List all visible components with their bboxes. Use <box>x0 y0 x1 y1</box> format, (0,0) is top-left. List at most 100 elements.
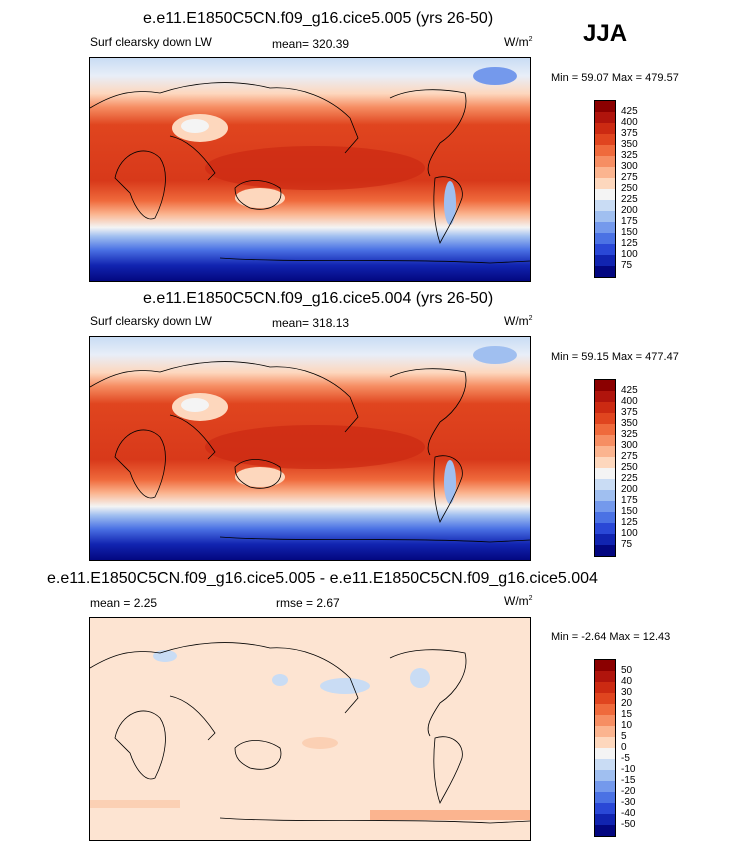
colorbar-tick: 225 <box>621 194 638 205</box>
colorbar-tick: 150 <box>621 506 638 517</box>
colorbar-swatch <box>595 391 615 402</box>
colorbar-tick: 300 <box>621 440 638 451</box>
colorbar-tick: 5 <box>621 731 627 742</box>
colorbar-swatch <box>595 693 615 704</box>
colorbar-tick: -50 <box>621 819 636 830</box>
colorbar-tick: 40 <box>621 676 633 687</box>
colorbar-swatch <box>595 682 615 693</box>
colorbar-swatch <box>595 424 615 435</box>
colorbar-swatch <box>595 446 615 457</box>
colorbar-tick: 30 <box>621 687 633 698</box>
colorbar-tick: 350 <box>621 418 638 429</box>
colorbar-swatch <box>595 715 615 726</box>
colorbar-tick: 200 <box>621 205 638 216</box>
colorbar-tick: 75 <box>621 539 633 550</box>
colorbar-swatch <box>595 825 615 836</box>
panel-2-map <box>89 336 531 561</box>
colorbar-swatch <box>595 660 615 671</box>
colorbar-swatch <box>595 101 615 112</box>
colorbar-tick: 425 <box>621 385 638 396</box>
colorbar-tick: 325 <box>621 150 638 161</box>
colorbar-swatch <box>595 222 615 233</box>
panel-2-title: e.e11.E1850C5CN.f09_g16.cice5.004 (yrs 2… <box>143 290 494 307</box>
panel-2-mean: mean= 318.13 <box>272 316 350 330</box>
panel-3-map <box>89 617 531 841</box>
colorbar-swatch <box>595 123 615 134</box>
colorbar-swatch <box>595 814 615 825</box>
colorbar-swatch <box>595 534 615 545</box>
colorbar-swatch <box>595 266 615 277</box>
colorbar-tick: 375 <box>621 128 638 139</box>
colorbar-tick: 125 <box>621 238 638 249</box>
panel-3-units: W/m2 <box>504 594 533 608</box>
colorbar-swatch <box>595 200 615 211</box>
panel-2-coastlines <box>90 361 530 543</box>
colorbar-tick: 400 <box>621 396 638 407</box>
colorbar-swatch <box>595 770 615 781</box>
colorbar-swatch <box>595 255 615 266</box>
colorbar-swatch <box>595 501 615 512</box>
panel-2-minmax: Min = 59.15 Max = 477.47 <box>551 351 679 363</box>
colorbar-swatch <box>595 545 615 556</box>
panel-1-minmax: Min = 59.07 Max = 479.57 <box>551 72 679 84</box>
colorbar-swatch <box>595 512 615 523</box>
colorbar-tick: 275 <box>621 451 638 462</box>
colorbar-tick: -40 <box>621 808 636 819</box>
season-label: JJA <box>583 20 628 47</box>
panel-3-coastlines <box>90 642 530 824</box>
colorbar-tick: 125 <box>621 517 638 528</box>
colorbar-tick: 400 <box>621 117 638 128</box>
colorbar-tick: 350 <box>621 139 638 150</box>
colorbar-tick: -20 <box>621 786 636 797</box>
colorbar-swatch <box>595 726 615 737</box>
panel-1-mean: mean= 320.39 <box>272 37 350 51</box>
colorbar-swatch <box>595 134 615 145</box>
colorbar-swatch <box>595 145 615 156</box>
panel-1-title: e.e11.E1850C5CN.f09_g16.cice5.005 (yrs 2… <box>143 10 494 27</box>
colorbar-tick: 250 <box>621 462 638 473</box>
colorbar-tick: 10 <box>621 720 633 731</box>
colorbar-swatch <box>595 759 615 770</box>
colorbar-swatch <box>595 413 615 424</box>
colorbar-swatch <box>595 244 615 255</box>
colorbar-tick: -30 <box>621 797 636 808</box>
colorbar-swatch <box>595 781 615 792</box>
colorbar-swatch <box>595 803 615 814</box>
colorbar-swatch <box>595 380 615 391</box>
colorbar-tick: 275 <box>621 172 638 183</box>
colorbar-swatch <box>595 402 615 413</box>
colorbar-swatch <box>595 704 615 715</box>
colorbar-swatch <box>595 167 615 178</box>
colorbar-swatch <box>595 479 615 490</box>
colorbar-tick: 375 <box>621 407 638 418</box>
colorbar-tick: 175 <box>621 495 638 506</box>
colorbar-swatch <box>595 112 615 123</box>
panel-2-colorbar: 425 400 375 350 325 300 275 250 225 200 … <box>594 379 638 557</box>
colorbar-tick: -10 <box>621 764 636 775</box>
colorbar-swatch <box>595 457 615 468</box>
colorbar-tick: 300 <box>621 161 638 172</box>
colorbar-tick: -15 <box>621 775 636 786</box>
colorbar-tick: 150 <box>621 227 638 238</box>
colorbar-swatch <box>595 211 615 222</box>
colorbar-tick: 75 <box>621 260 633 271</box>
colorbar-swatch <box>595 468 615 479</box>
panel-1-colorbar: 425 400 375 350 325 300 275 250 225 200 … <box>594 100 638 278</box>
colorbar-tick: 15 <box>621 709 633 720</box>
panel-1-units: W/m2 <box>504 35 533 49</box>
colorbar-swatch <box>595 671 615 682</box>
colorbar-swatch <box>595 156 615 167</box>
colorbar-swatch <box>595 233 615 244</box>
colorbar-swatch <box>595 792 615 803</box>
colorbar-swatch <box>595 748 615 759</box>
colorbar-tick: -5 <box>621 753 630 764</box>
panel-3-minmax: Min = -2.64 Max = 12.43 <box>551 631 671 643</box>
colorbar-tick: 20 <box>621 698 633 709</box>
colorbar-tick: 100 <box>621 249 638 260</box>
panel-1-coastlines <box>90 82 530 264</box>
colorbar-tick: 200 <box>621 484 638 495</box>
panel-2-variable: Surf clearsky down LW <box>90 314 212 328</box>
colorbar-swatch <box>595 435 615 446</box>
colorbar-tick: 325 <box>621 429 638 440</box>
colorbar-tick: 0 <box>621 742 627 753</box>
